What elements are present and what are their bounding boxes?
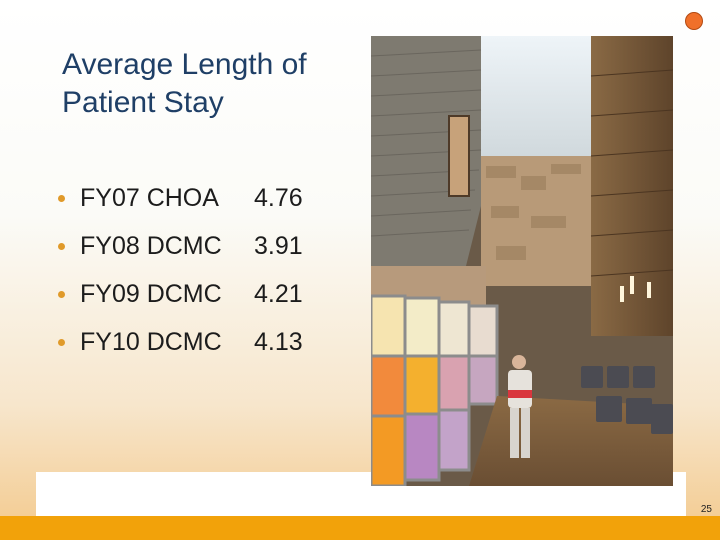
bullet-label: FY09 DCMC (80, 279, 222, 308)
hospital-atrium-photo (371, 36, 673, 486)
atrium-illustration (371, 36, 673, 486)
corner-dot-icon (685, 12, 703, 30)
bullet-item: FY10 DCMC 4.13 (58, 318, 303, 366)
bullet-item: FY07 CHOA 4.76 (58, 174, 303, 222)
bullet-value: 4.21 (254, 279, 303, 308)
bullet-dot-icon (58, 290, 65, 298)
slide-title: Average Length of Patient Stay (62, 48, 307, 119)
bullet-label: FY07 CHOA (80, 183, 219, 212)
bullet-value: 3.91 (254, 231, 303, 260)
bottom-accent-band (0, 516, 720, 540)
bullet-item: FY09 DCMC 4.21 (58, 270, 303, 318)
bullet-value: 4.76 (254, 183, 303, 212)
bullet-value: 4.13 (254, 327, 303, 356)
page-number: 25 (700, 504, 712, 515)
bullet-dot-icon (58, 194, 65, 202)
bullet-label: FY08 DCMC (80, 231, 222, 260)
bullet-dot-icon (58, 338, 65, 346)
bullet-list: FY07 CHOA 4.76 FY08 DCMC 3.91 FY09 DCMC … (58, 174, 303, 366)
bullet-dot-icon (58, 242, 65, 250)
bullet-label: FY10 DCMC (80, 327, 222, 356)
bullet-item: FY08 DCMC 3.91 (58, 222, 303, 270)
